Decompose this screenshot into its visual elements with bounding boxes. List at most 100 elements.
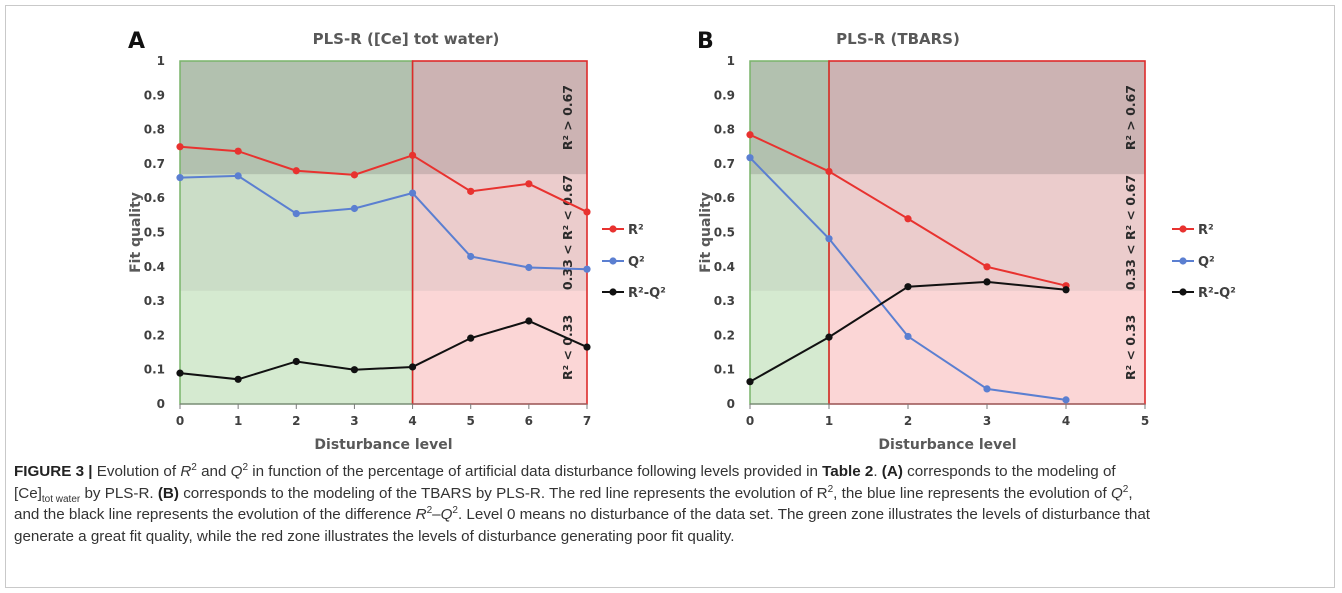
- data-point: [350, 171, 359, 179]
- data-point: [583, 343, 591, 351]
- y-tick-label: 0.3: [144, 294, 165, 308]
- data-point: [176, 143, 184, 151]
- band-label: R² < 0.33: [1123, 315, 1138, 380]
- caption-text: (A): [881, 463, 903, 480]
- x-tick-label: 1: [234, 414, 242, 428]
- band-label: 0.33 < R² < 0.67: [1123, 175, 1138, 290]
- data-point: [525, 180, 533, 188]
- data-point: [292, 167, 300, 175]
- caption-text: .: [873, 463, 882, 480]
- x-tick-label: 3: [983, 414, 991, 428]
- data-point: [825, 333, 833, 341]
- caption-text: 2: [426, 504, 433, 516]
- band-mid: [180, 174, 587, 291]
- data-point: [746, 131, 754, 139]
- legend-label: R²-Q²: [1198, 286, 1236, 301]
- caption-text: 2: [1122, 483, 1129, 495]
- caption-text: (B): [157, 484, 179, 502]
- data-point: [234, 147, 242, 155]
- data-point: [525, 263, 533, 272]
- caption-text: –: [432, 506, 441, 523]
- figure-frame: [5, 5, 1335, 588]
- series-line: [179, 145, 588, 213]
- x-tick-label: 1: [825, 414, 833, 428]
- y-tick-label: 0.9: [144, 88, 165, 102]
- x-tick-label: 2: [904, 414, 912, 428]
- y-tick-label: 0: [157, 397, 165, 411]
- x-tick-label: 4: [1062, 414, 1070, 428]
- legend-label: R²-Q²: [628, 286, 666, 301]
- y-tick-label: 0.3: [714, 294, 735, 308]
- band-high: [750, 61, 1145, 175]
- data-point: [350, 366, 359, 374]
- y-tick-label: 0.6: [714, 191, 735, 205]
- panel-a: 0 1 2 3 4 5 6 700.10.20.30.40.50.60.70.80.91A PL…: [128, 29, 666, 453]
- caption-text: R: [180, 463, 192, 480]
- caption-text: in function of the percentage of artific…: [248, 463, 823, 480]
- y-tick-label: 0.7: [144, 157, 165, 171]
- chart-title: PLS-R ([Ce] tot water): [313, 30, 500, 48]
- data-point: [292, 210, 300, 218]
- y-tick-label: 0: [727, 397, 735, 411]
- y-tick-label: 0.4: [144, 260, 165, 274]
- band-high: [180, 61, 587, 175]
- y-tick-label: 0.8: [144, 123, 165, 137]
- x-tick-label: 5: [467, 414, 475, 428]
- legend-marker: [609, 257, 617, 265]
- caption-text: and: [196, 463, 231, 480]
- caption-text: R: [415, 506, 427, 523]
- x-tick-label: 6: [525, 414, 533, 428]
- data-point: [467, 187, 475, 195]
- data-point: [1062, 286, 1070, 294]
- legend-label: Q²: [628, 255, 645, 270]
- y-tick-label: 0.1: [144, 363, 165, 377]
- caption-line-1: FIGURE 3 | Evolution of R2 and Q2 in fun…: [14, 461, 1330, 483]
- data-point: [234, 375, 242, 383]
- caption-text: 2: [452, 504, 458, 516]
- y-tick-label: 0.5: [144, 226, 165, 240]
- x-tick-label: 3: [350, 414, 358, 428]
- caption-label: FIGURE 3 |: [14, 463, 93, 480]
- band-mid: [750, 174, 1145, 291]
- caption-text: corresponds to the modeling of: [902, 463, 1116, 480]
- y-tick-label: 0.2: [714, 328, 735, 342]
- data-point: [746, 154, 754, 162]
- data-point: [904, 283, 912, 291]
- x-tick-label: 0: [746, 414, 754, 428]
- y-tick-label: 0.4: [714, 260, 735, 274]
- data-point: [176, 369, 184, 377]
- data-point: [525, 317, 533, 325]
- y-axis-label: Fit quality: [698, 192, 714, 273]
- caption-text: corresponds to the modeling of the TBARS…: [178, 484, 828, 502]
- x-tick-label: 0: [176, 414, 184, 428]
- legend-label: R²: [628, 223, 644, 238]
- y-tick-label: 0.7: [714, 157, 735, 171]
- legend-label: R²: [1198, 223, 1214, 238]
- legend-marker: [609, 225, 617, 233]
- caption-text: by PLS-R.: [80, 484, 158, 502]
- green-zone: [180, 61, 413, 404]
- data-point: [583, 208, 591, 216]
- series-line: [179, 174, 588, 271]
- caption-text: Q: [230, 463, 243, 480]
- x-tick-label: 4: [408, 414, 416, 428]
- series-line: [179, 319, 588, 381]
- band-label: 0.33 < R² < 0.67: [560, 175, 575, 290]
- legend-marker: [1179, 225, 1187, 233]
- figure-caption: FIGURE 3 | Evolution of R2 and Q2 in fun…: [14, 461, 1330, 547]
- y-tick-label: 1: [727, 54, 735, 68]
- legend-marker: [1179, 288, 1187, 296]
- data-point: [292, 357, 300, 366]
- x-axis-label: Disturbance level: [878, 437, 1016, 453]
- red-zone: [829, 61, 1145, 404]
- red-zone: [412, 61, 587, 404]
- legend-marker: [1179, 257, 1187, 265]
- caption-text: Evolution of: [92, 463, 181, 480]
- table-ref-link[interactable]: Table 2: [822, 463, 874, 480]
- legend-marker: [609, 288, 617, 296]
- caption-text: generate a great fit quality, while the …: [14, 527, 735, 545]
- data-point: [176, 174, 184, 182]
- caption-text: and the black line represents the evolut…: [14, 506, 416, 523]
- y-tick-label: 1: [157, 54, 165, 68]
- x-tick-label: 5: [1141, 414, 1149, 428]
